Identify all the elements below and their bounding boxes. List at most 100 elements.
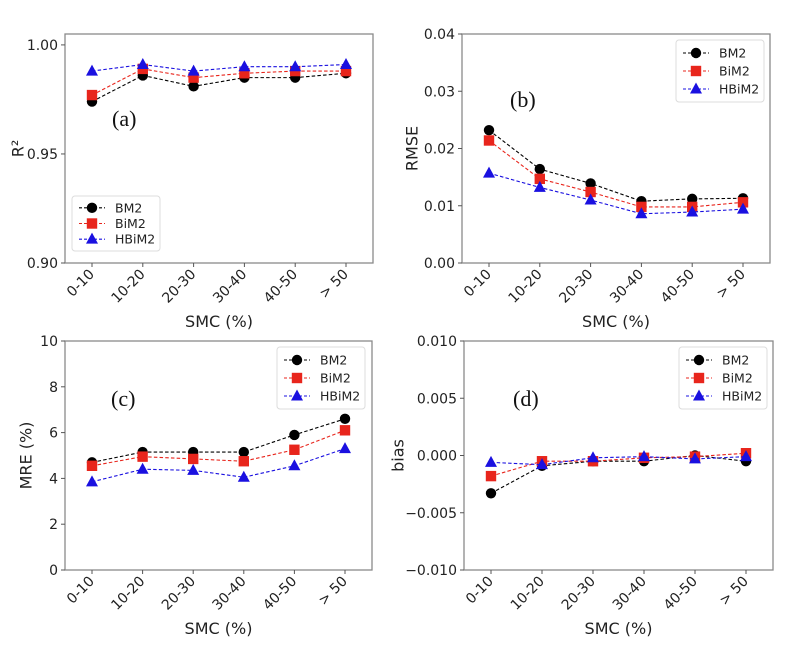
x-tick-label: 30-40	[210, 267, 250, 307]
data-point	[740, 450, 752, 462]
y-axis-label: bias	[389, 439, 408, 472]
series-HBiM2	[485, 450, 752, 470]
y-tick-label: 0.010	[417, 334, 457, 350]
x-axis-label: SMC (%)	[185, 312, 253, 331]
legend-label: HBiM2	[320, 389, 360, 404]
data-point	[483, 124, 495, 136]
y-tick-label: 0.02	[424, 142, 455, 158]
data-point	[638, 450, 650, 462]
legend-label: BiM2	[115, 216, 146, 231]
data-point	[187, 463, 200, 475]
y-tick-label: 0.000	[417, 449, 457, 465]
y-tick-label: 0.04	[424, 27, 455, 43]
panel-label: (b)	[510, 87, 536, 112]
legend-entry: BM2	[683, 46, 746, 61]
legend-label: BiM2	[722, 371, 753, 386]
x-tick-label: > 50	[716, 574, 751, 609]
data-point	[289, 444, 300, 455]
legend-label: BM2	[722, 353, 749, 368]
y-tick-label: 0	[49, 563, 58, 579]
legend-marker	[86, 202, 98, 214]
data-point	[86, 460, 98, 472]
data-point	[237, 470, 250, 482]
x-tick-label: 30-40	[610, 574, 650, 614]
data-point	[485, 488, 497, 499]
legend-entry: BM2	[79, 200, 142, 215]
y-tick-label: 8	[49, 380, 58, 396]
data-point	[188, 72, 199, 83]
data-point	[485, 470, 497, 482]
y-tick-label: 0.005	[417, 391, 457, 407]
series-line	[488, 129, 744, 202]
series-line	[490, 456, 747, 466]
legend-label: HBiM2	[722, 389, 762, 404]
data-point	[585, 186, 596, 198]
x-tick-label: 0-10	[461, 267, 495, 301]
legend-marker	[690, 65, 702, 77]
data-point	[238, 60, 251, 72]
data-point	[340, 58, 352, 70]
y-tick-label: 0.90	[27, 256, 58, 272]
data-point	[687, 193, 698, 205]
data-point	[339, 425, 351, 436]
y-tick-label: 6	[49, 426, 58, 442]
legend-label: BiM2	[719, 64, 750, 79]
data-point	[86, 475, 98, 487]
x-tick-label: 10-20	[506, 267, 546, 307]
legend-marker	[693, 372, 705, 384]
y-tick-label: 0.95	[27, 147, 58, 163]
data-point	[585, 178, 596, 189]
legend-entry: BM2	[686, 353, 749, 368]
data-point	[483, 166, 495, 178]
panel-label: (a)	[112, 106, 136, 131]
x-tick-label: 40-50	[661, 574, 701, 614]
x-tick-label: 0-10	[64, 267, 98, 301]
series-line	[91, 418, 346, 463]
series-line	[488, 140, 744, 208]
legend-entry: HBiM2	[79, 232, 155, 247]
y-axis-label: RMSE	[403, 126, 422, 171]
series-HBiM2	[86, 58, 352, 76]
panel-label: (c)	[111, 386, 135, 411]
y-tick-label: 10	[40, 334, 58, 350]
data-point	[289, 60, 302, 72]
x-tick-label: 30-40	[607, 267, 647, 307]
data-point	[636, 201, 647, 213]
x-tick-label: 0-10	[64, 574, 98, 608]
data-point	[485, 455, 497, 467]
data-point	[137, 451, 148, 462]
data-point	[534, 173, 545, 185]
legend-marker	[291, 372, 303, 384]
y-axis-label: MRE (%)	[17, 422, 36, 490]
y-tick-label: −0.010	[405, 563, 457, 579]
data-point	[339, 442, 351, 454]
panel-label: (d)	[513, 386, 539, 411]
legend-label: BM2	[719, 46, 746, 61]
series-BM2	[483, 124, 749, 207]
legend-entry: HBiM2	[683, 82, 759, 97]
data-point	[737, 202, 749, 214]
series-line	[91, 72, 347, 103]
panel-b: 0.00 0.01 0.02 0.03 0.04 0-10 10-20 20-30 30-40 4…	[403, 27, 771, 331]
y-tick-label: 1.00	[27, 38, 58, 54]
series-line	[91, 68, 346, 96]
data-point	[86, 89, 98, 101]
data-point	[238, 456, 249, 467]
y-tick-label: 4	[49, 471, 58, 487]
series-BM2	[86, 68, 352, 107]
data-point	[187, 64, 200, 76]
legend-entry: BiM2	[686, 371, 753, 386]
legend-label: HBiM2	[719, 82, 759, 97]
data-point	[587, 451, 599, 463]
series-HBiM2	[483, 166, 749, 219]
legend-entry: BiM2	[284, 371, 351, 386]
data-point	[136, 58, 149, 70]
y-tick-label: 0.03	[424, 84, 455, 100]
x-tick-label: > 50	[315, 574, 350, 609]
legend-marker	[291, 354, 303, 366]
data-point	[340, 65, 352, 77]
legend-entry: HBiM2	[686, 389, 762, 404]
legend-entry: BiM2	[79, 216, 146, 231]
